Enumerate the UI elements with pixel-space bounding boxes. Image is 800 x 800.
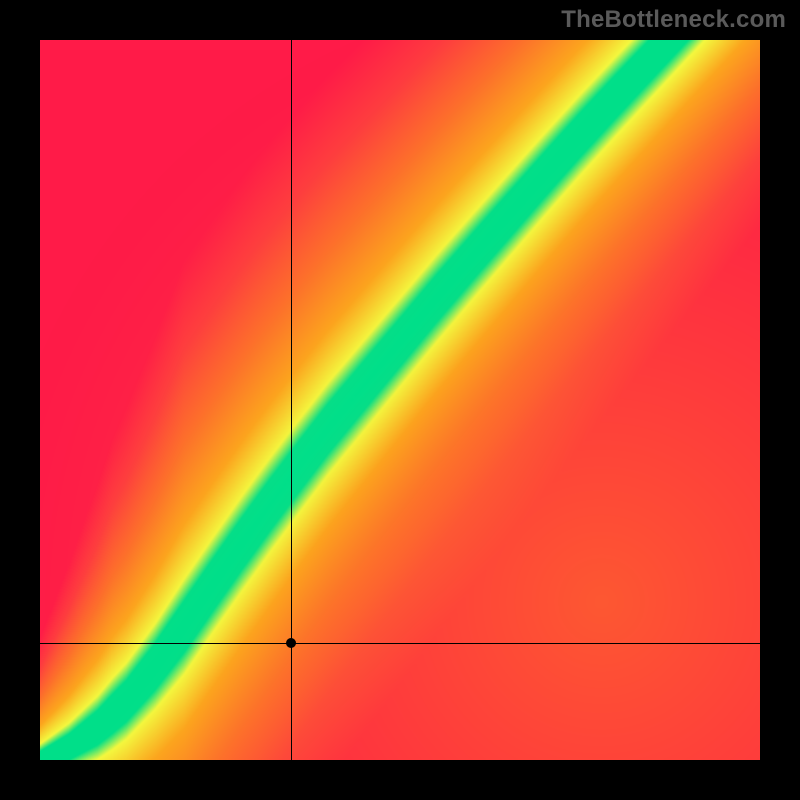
- heatmap-canvas: [40, 40, 760, 760]
- crosshair-vertical: [291, 40, 292, 760]
- bottleneck-heatmap: [40, 40, 760, 760]
- crosshair-marker: [286, 638, 296, 648]
- crosshair-horizontal: [40, 643, 760, 644]
- watermark-text: TheBottleneck.com: [561, 6, 786, 34]
